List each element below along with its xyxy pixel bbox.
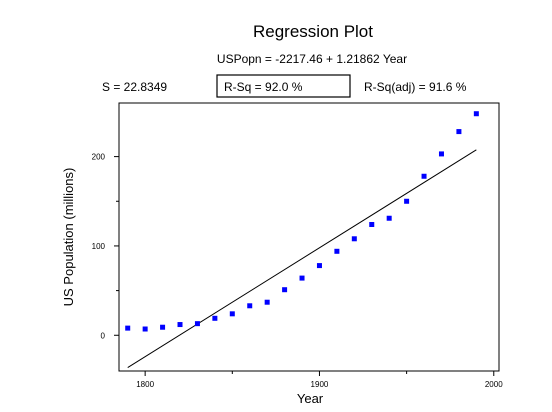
data-point: [421, 173, 427, 179]
data-point: [177, 322, 183, 328]
x-tick-label: 1900: [311, 380, 329, 389]
x-tick-label: 1800: [136, 380, 154, 389]
data-point: [160, 324, 166, 330]
x-axis-label: Year: [297, 391, 324, 406]
regression-equation: USPopn = -2217.46 + 1.21862 Year: [217, 52, 407, 66]
plot-frame: [118, 102, 500, 372]
y-axis-label: US Population (millions): [61, 168, 76, 307]
data-point: [334, 248, 340, 254]
y-tick-label: 0: [101, 331, 106, 340]
data-point: [282, 287, 288, 293]
data-point: [229, 311, 235, 317]
stat-r-sq: R-Sq = 92.0 %: [224, 80, 303, 94]
fit-line: [127, 149, 477, 368]
x-tick-label: 2000: [485, 380, 503, 389]
data-point: [212, 315, 218, 321]
data-point: [386, 215, 392, 221]
axes: 1800 1900 2000 0 100 200: [92, 153, 504, 389]
data-point: [369, 221, 375, 227]
data-points: [125, 111, 479, 332]
data-point: [299, 275, 305, 281]
data-point: [247, 303, 253, 309]
data-point: [142, 326, 148, 332]
data-point: [473, 111, 479, 117]
y-tick-label: 200: [92, 153, 106, 162]
r-sq-box: [216, 74, 351, 98]
y-tick-label: 100: [92, 242, 106, 251]
data-point: [404, 198, 410, 204]
data-point: [264, 299, 270, 305]
data-point: [194, 321, 200, 327]
data-point: [438, 151, 444, 157]
data-point: [316, 263, 322, 269]
data-point: [351, 236, 357, 242]
chart-title: Regression Plot: [253, 22, 373, 41]
stat-r-sq-adj: R-Sq(adj) = 91.6 %: [364, 80, 467, 94]
stat-s: S = 22.8349: [102, 80, 167, 94]
data-point: [125, 325, 131, 331]
regression-fit: [127, 149, 477, 368]
data-point: [456, 129, 462, 135]
